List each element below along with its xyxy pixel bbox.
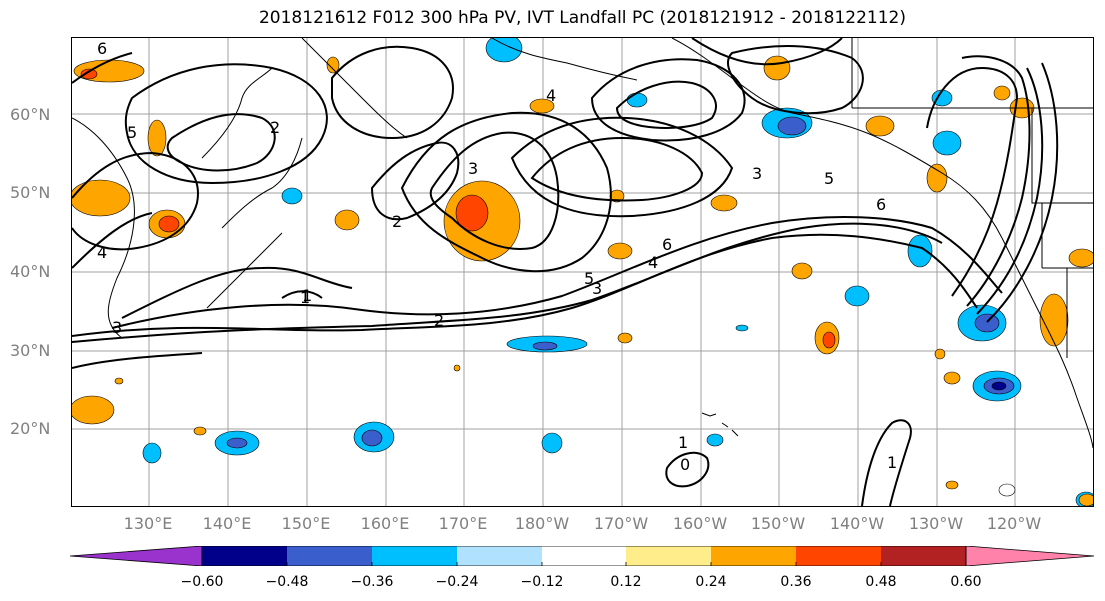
- contour-label: 1: [678, 433, 688, 452]
- contour-label: 3: [468, 159, 478, 178]
- colorbar-tick: 0.60: [950, 574, 982, 590]
- contour-labels: 6 5 4 3 2 1 2 3 5 6 4 5 6 3 2 1 0 1 1 3: [97, 39, 897, 474]
- colorbar-tick: 0.12: [610, 574, 642, 590]
- contour-label: 5: [584, 269, 594, 288]
- colorbar-segment: [711, 546, 796, 566]
- contour-label: 4: [648, 253, 658, 272]
- colorbar-tick: −0.24: [435, 574, 479, 590]
- contour-label: 6: [876, 195, 886, 214]
- lat-label: 30°N: [10, 341, 51, 360]
- lon-label: 150°E: [281, 514, 331, 533]
- coastlines: [72, 38, 1093, 449]
- colorbar-segment: [796, 546, 881, 566]
- lon-label: 120°W: [986, 514, 1042, 533]
- contour-label: 1: [300, 288, 310, 307]
- contour-label: 2: [270, 118, 280, 137]
- map-panel: 6 5 4 3 2 1 2 3 5 6 4 5 6 3 2 1 0 1 1 3: [71, 37, 1094, 507]
- colorbar-segment: [372, 546, 457, 566]
- colorbar-segment: [881, 546, 966, 566]
- lon-label: 170°E: [438, 514, 488, 533]
- colorbar-tick: −0.48: [265, 574, 309, 590]
- lat-label: 60°N: [10, 105, 51, 124]
- contour-label: 3: [752, 164, 762, 183]
- contour-label: 6: [662, 235, 672, 254]
- map-canvas: 6 5 4 3 2 1 2 3 5 6 4 5 6 3 2 1 0 1 1 3: [72, 38, 1093, 506]
- contour-label: 4: [546, 86, 556, 105]
- pv-contours: [72, 38, 1059, 506]
- map-title: 2018121612 F012 300 hPa PV, IVT Landfall…: [258, 8, 906, 28]
- colorbar-segment: [457, 546, 542, 566]
- colorbar-tick: 0.48: [865, 574, 897, 590]
- contour-label: 6: [97, 39, 107, 58]
- lon-label: 170°W: [593, 514, 649, 533]
- pv-anomaly-fills: [72, 38, 1093, 506]
- colorbar-tick: −0.36: [350, 574, 394, 590]
- contour-label: 1: [302, 286, 312, 305]
- contour-label: 1: [887, 453, 897, 472]
- colorbar: [70, 546, 1095, 566]
- lon-label: 130°W: [908, 514, 964, 533]
- colorbar-segment: [287, 546, 372, 566]
- colorbar-segment: [542, 546, 626, 566]
- lon-label: 160°E: [360, 514, 410, 533]
- contour-label: 4: [97, 243, 107, 262]
- gridlines: [72, 38, 1093, 506]
- lon-label: 180°W: [514, 514, 570, 533]
- colorbar-tick: 0.36: [780, 574, 812, 590]
- lat-label: 40°N: [10, 262, 51, 281]
- colorbar-segment: [626, 546, 711, 566]
- colorbar-tick: −0.60: [180, 574, 224, 590]
- lon-label: 150°W: [750, 514, 806, 533]
- contour-label: 2: [434, 311, 444, 330]
- lon-label: 140°W: [829, 514, 885, 533]
- contour-label: 5: [824, 169, 834, 188]
- colorbar-tick: −0.12: [520, 574, 564, 590]
- contour-label: 5: [127, 123, 137, 142]
- lon-label: 160°W: [672, 514, 728, 533]
- colorbar-segment: [202, 546, 287, 566]
- contour-label: 3: [112, 318, 122, 337]
- lon-label: 130°E: [123, 514, 173, 533]
- colorbar-arrow-left: [70, 546, 203, 566]
- contour-label: 0: [680, 455, 690, 474]
- colorbar-arrow-right: [965, 546, 1095, 566]
- lat-label: 50°N: [10, 183, 51, 202]
- colorbar-tick: 0.24: [695, 574, 727, 590]
- contour-label: 2: [392, 212, 402, 231]
- contour-label: 3: [592, 279, 602, 298]
- lat-label: 20°N: [10, 419, 51, 438]
- lon-label: 140°E: [202, 514, 252, 533]
